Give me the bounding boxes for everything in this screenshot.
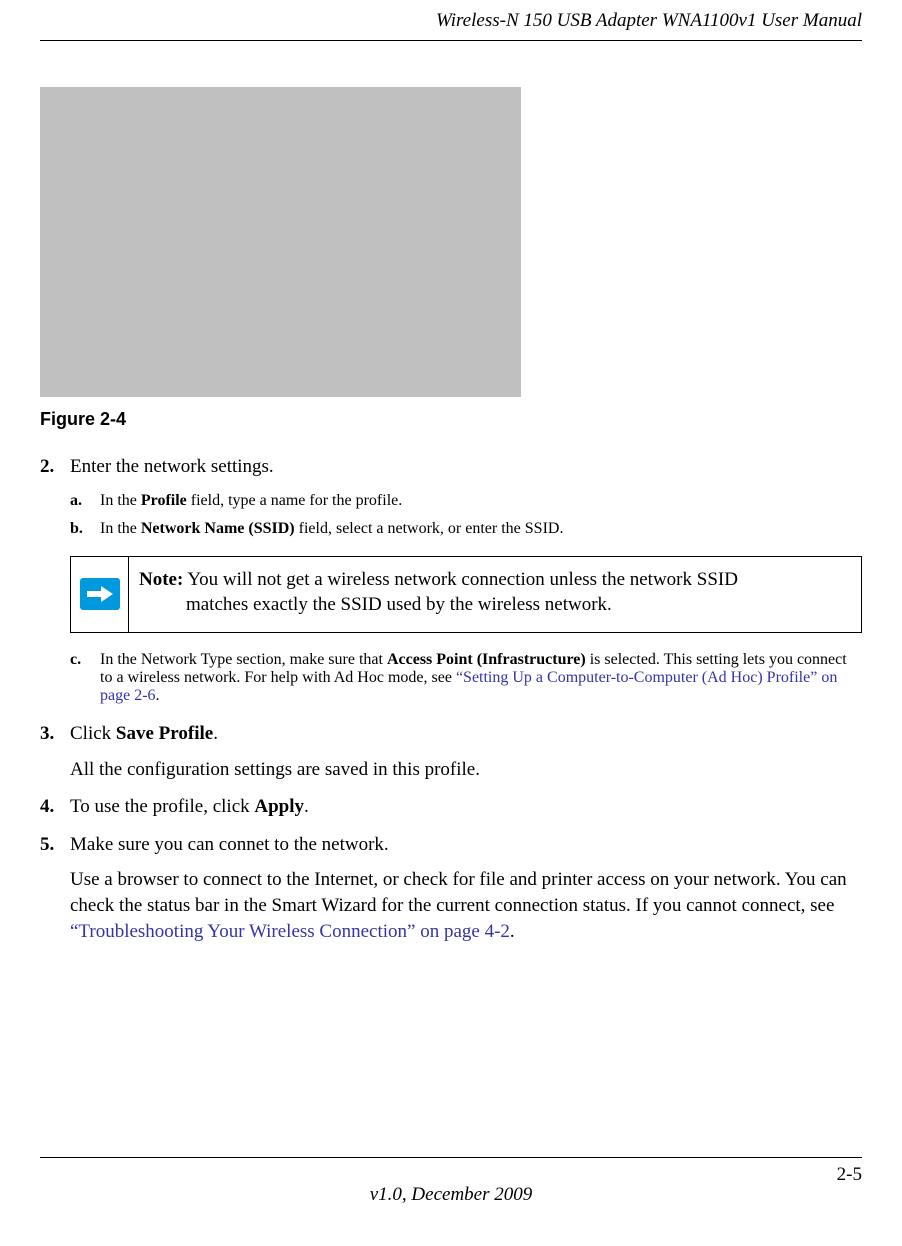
step-marker: 5. [40,832,70,945]
step-body: Click Save Profile. All the configuratio… [70,721,862,782]
text: To use the profile, click [70,796,254,817]
step-body: To use the profile, click Apply. [70,794,862,820]
substep-body: In the Network Type section, make sure t… [100,651,862,705]
note-text: Note: You will not get a wireless networ… [129,557,752,632]
footer-version: v1.0, December 2009 [40,1184,862,1206]
text: Make sure you can connet to the network. [70,834,389,855]
header-title: Wireless-N 150 USB Adapter WNA1100v1 Use… [436,10,862,31]
page-number: 2-5 [837,1164,862,1186]
note-icon-cell [71,557,129,632]
substep-a: a. In the Profile field, type a name for… [70,492,862,510]
substep-body: In the Profile field, type a name for th… [100,492,862,510]
page: Wireless-N 150 USB Adapter WNA1100v1 Use… [0,0,902,1246]
bold-text: Save Profile [116,723,213,744]
bold-text: Network Name (SSID) [141,520,295,537]
text: . [510,921,515,942]
page-footer: 2-5 v1.0, December 2009 [40,1157,862,1206]
text: In the [100,492,141,509]
step-2: 2. Enter the network settings. [40,454,862,480]
step-marker: 4. [40,794,70,820]
page-header: Wireless-N 150 USB Adapter WNA1100v1 Use… [40,10,862,41]
text: field, type a name for the profile. [187,492,402,509]
text: Click [70,723,116,744]
figure-image-placeholder [40,87,521,397]
text: Use a browser to connect to the Internet… [70,869,847,916]
note-label: Note: [139,569,183,590]
text: In the [100,520,141,537]
step-5: 5. Make sure you can connet to the netwo… [40,832,862,945]
content: Figure 2-4 2. Enter the network settings… [40,87,862,1157]
substep-marker: a. [70,492,100,510]
substep-marker: c. [70,651,100,705]
substep-b: b. In the Network Name (SSID) field, sel… [70,520,862,538]
text: . [304,796,309,817]
bold-text: Profile [141,492,187,509]
step-followup: All the configuration settings are saved… [70,757,862,783]
step-marker: 3. [40,721,70,782]
substep-body: In the Network Name (SSID) field, select… [100,520,862,538]
arrow-right-icon [80,578,120,610]
step-body: Enter the network settings. [70,454,862,480]
substep-marker: b. [70,520,100,538]
substep-c: c. In the Network Type section, make sur… [70,651,862,705]
substeps: c. In the Network Type section, make sur… [70,651,862,705]
bold-text: Access Point (Infrastructure) [387,651,586,668]
text: . [213,723,218,744]
cross-ref-link[interactable]: “Troubleshooting Your Wireless Connectio… [70,921,510,942]
step-marker: 2. [40,454,70,480]
step-4: 4. To use the profile, click Apply. [40,794,862,820]
substeps: a. In the Profile field, type a name for… [70,492,862,538]
step-3: 3. Click Save Profile. All the configura… [40,721,862,782]
text: . [156,687,160,704]
note-box: Note: You will not get a wireless networ… [70,556,862,633]
figure-caption: Figure 2-4 [40,409,862,430]
bold-text: Apply [254,796,304,817]
note-line1: You will not get a wireless network conn… [183,569,738,590]
text: field, select a network, or enter the SS… [295,520,564,537]
text: In the Network Type section, make sure t… [100,651,387,668]
step-followup: Use a browser to connect to the Internet… [70,867,862,944]
step-body: Make sure you can connet to the network.… [70,832,862,945]
note-line2: matches exactly the SSID used by the wir… [186,594,612,615]
